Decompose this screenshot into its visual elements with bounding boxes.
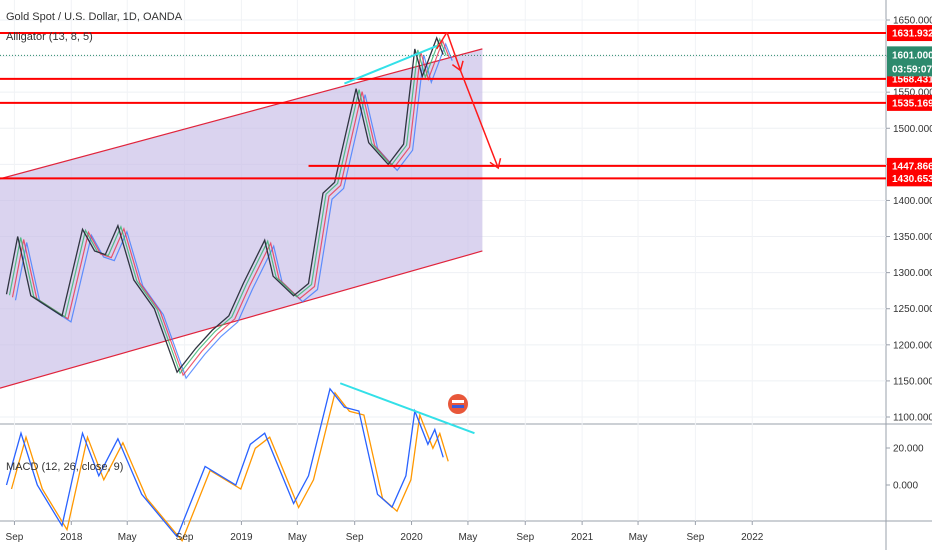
channel-upper-line[interactable] xyxy=(0,48,483,180)
price-series-line xyxy=(5,36,444,374)
flag-icon-stripe xyxy=(452,400,464,403)
projection-arrow-line[interactable] xyxy=(436,31,448,50)
y-tick-label: 1500.000 xyxy=(893,124,932,135)
macd-tick-label: 20.000 xyxy=(893,444,924,455)
level-price-label-badge xyxy=(887,94,932,111)
y-tick-label: 1200.000 xyxy=(893,340,932,351)
macd-tick-label: 0.000 xyxy=(893,481,918,492)
current-price-text: 1601.000 xyxy=(892,50,932,61)
x-tick-label: 2019 xyxy=(230,532,253,543)
x-tick-label: 2018 xyxy=(60,532,83,543)
x-tick-label: 2022 xyxy=(741,532,764,543)
x-tick-label: Sep xyxy=(516,532,534,543)
time-axis[interactable]: Sep 2018 May Sep 2019 May Sep 2020 May Sep 2021 May… xyxy=(6,521,764,543)
alligator-jaw-line xyxy=(14,42,453,380)
projection-arrow-line[interactable] xyxy=(459,70,499,169)
macd-line xyxy=(5,387,444,539)
x-tick-label: May xyxy=(458,532,477,543)
x-tick-label: May xyxy=(288,532,307,543)
trendlines[interactable] xyxy=(344,45,438,85)
flag-icon[interactable] xyxy=(448,394,468,414)
macd-trendline[interactable] xyxy=(339,382,475,435)
x-tick-label: Sep xyxy=(176,532,194,543)
x-tick-label: Sep xyxy=(346,532,364,543)
channel-lower-line[interactable] xyxy=(0,250,483,389)
level-price-label-badge xyxy=(887,157,932,174)
alligator-teeth-line xyxy=(11,39,450,377)
y-tick-label: 1250.000 xyxy=(893,304,932,315)
trendline[interactable] xyxy=(344,45,438,85)
projection-arrow-line[interactable] xyxy=(446,32,462,71)
macd-indicator-label[interactable]: MACD (12, 26, close, 9) xyxy=(6,461,124,473)
x-tick-label: 2020 xyxy=(400,532,423,543)
alligator-indicator-label[interactable]: Alligator (13, 8, 5) xyxy=(6,31,93,43)
projection-arrows[interactable] xyxy=(436,31,502,170)
alligator-lips-line xyxy=(8,37,447,375)
y-tick-label: 1300.000 xyxy=(893,268,932,279)
y-tick-label: 1550.000 xyxy=(893,88,932,99)
price-axis[interactable]: 1650.0001600.0001550.0001500.0001450.000… xyxy=(886,16,932,492)
y-tick-label: 1150.000 xyxy=(893,376,932,387)
flag-icon-stripe xyxy=(452,405,464,408)
y-tick-label: 1350.000 xyxy=(893,232,932,243)
macd-pane xyxy=(5,382,475,543)
level-price-label-text: 1535.169 xyxy=(892,98,932,109)
flag-icon-circle[interactable] xyxy=(448,394,468,414)
x-tick-label: May xyxy=(118,532,137,543)
chart-title: Gold Spot / U.S. Dollar, 1D, OANDA xyxy=(6,11,183,23)
level-price-label-badge xyxy=(887,25,932,42)
level-price-label-text: 1568.431 xyxy=(892,74,932,85)
level-price-label-text: 1430.653 xyxy=(892,174,932,185)
channel-fill xyxy=(0,48,483,389)
macd-signal-line xyxy=(10,391,449,543)
y-tick-label: 1650.000 xyxy=(893,16,932,27)
projection-arrow-head xyxy=(489,158,502,170)
price-channel xyxy=(0,48,483,389)
price-line xyxy=(5,36,453,380)
level-price-label-badge xyxy=(887,170,932,187)
level-price-label-text: 1631.932 xyxy=(892,29,932,40)
x-tick-label: 2021 xyxy=(571,532,594,543)
y-tick-label: 1400.000 xyxy=(893,196,932,207)
x-tick-label: May xyxy=(629,532,648,543)
level-price-label-text: 1447.866 xyxy=(892,161,932,172)
current-price-badge xyxy=(887,46,932,77)
x-tick-label: Sep xyxy=(6,532,24,543)
horizontal-levels[interactable] xyxy=(0,32,886,180)
x-tick-label: Sep xyxy=(686,532,704,543)
y-tick-label: 1100.000 xyxy=(893,413,932,424)
countdown-text: 03:59:07 xyxy=(892,64,932,75)
